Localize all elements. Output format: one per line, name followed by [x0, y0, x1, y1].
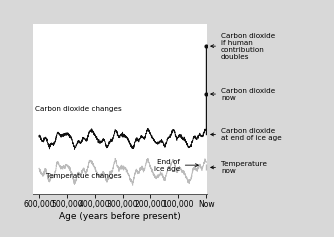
Text: Carbon dioxide
now: Carbon dioxide now: [211, 87, 275, 100]
Text: Carbon dioxide
if human
contribution
doubles: Carbon dioxide if human contribution dou…: [211, 33, 275, 60]
X-axis label: Age (years before present): Age (years before present): [59, 212, 181, 221]
Text: Carbon dioxide
at end of ice age: Carbon dioxide at end of ice age: [211, 128, 282, 141]
Text: End of
ice age: End of ice age: [154, 159, 198, 172]
Text: Carbon dioxide changes: Carbon dioxide changes: [35, 106, 121, 112]
Text: Temperatue changes: Temperatue changes: [46, 173, 121, 179]
Text: Temperature
now: Temperature now: [211, 161, 267, 174]
